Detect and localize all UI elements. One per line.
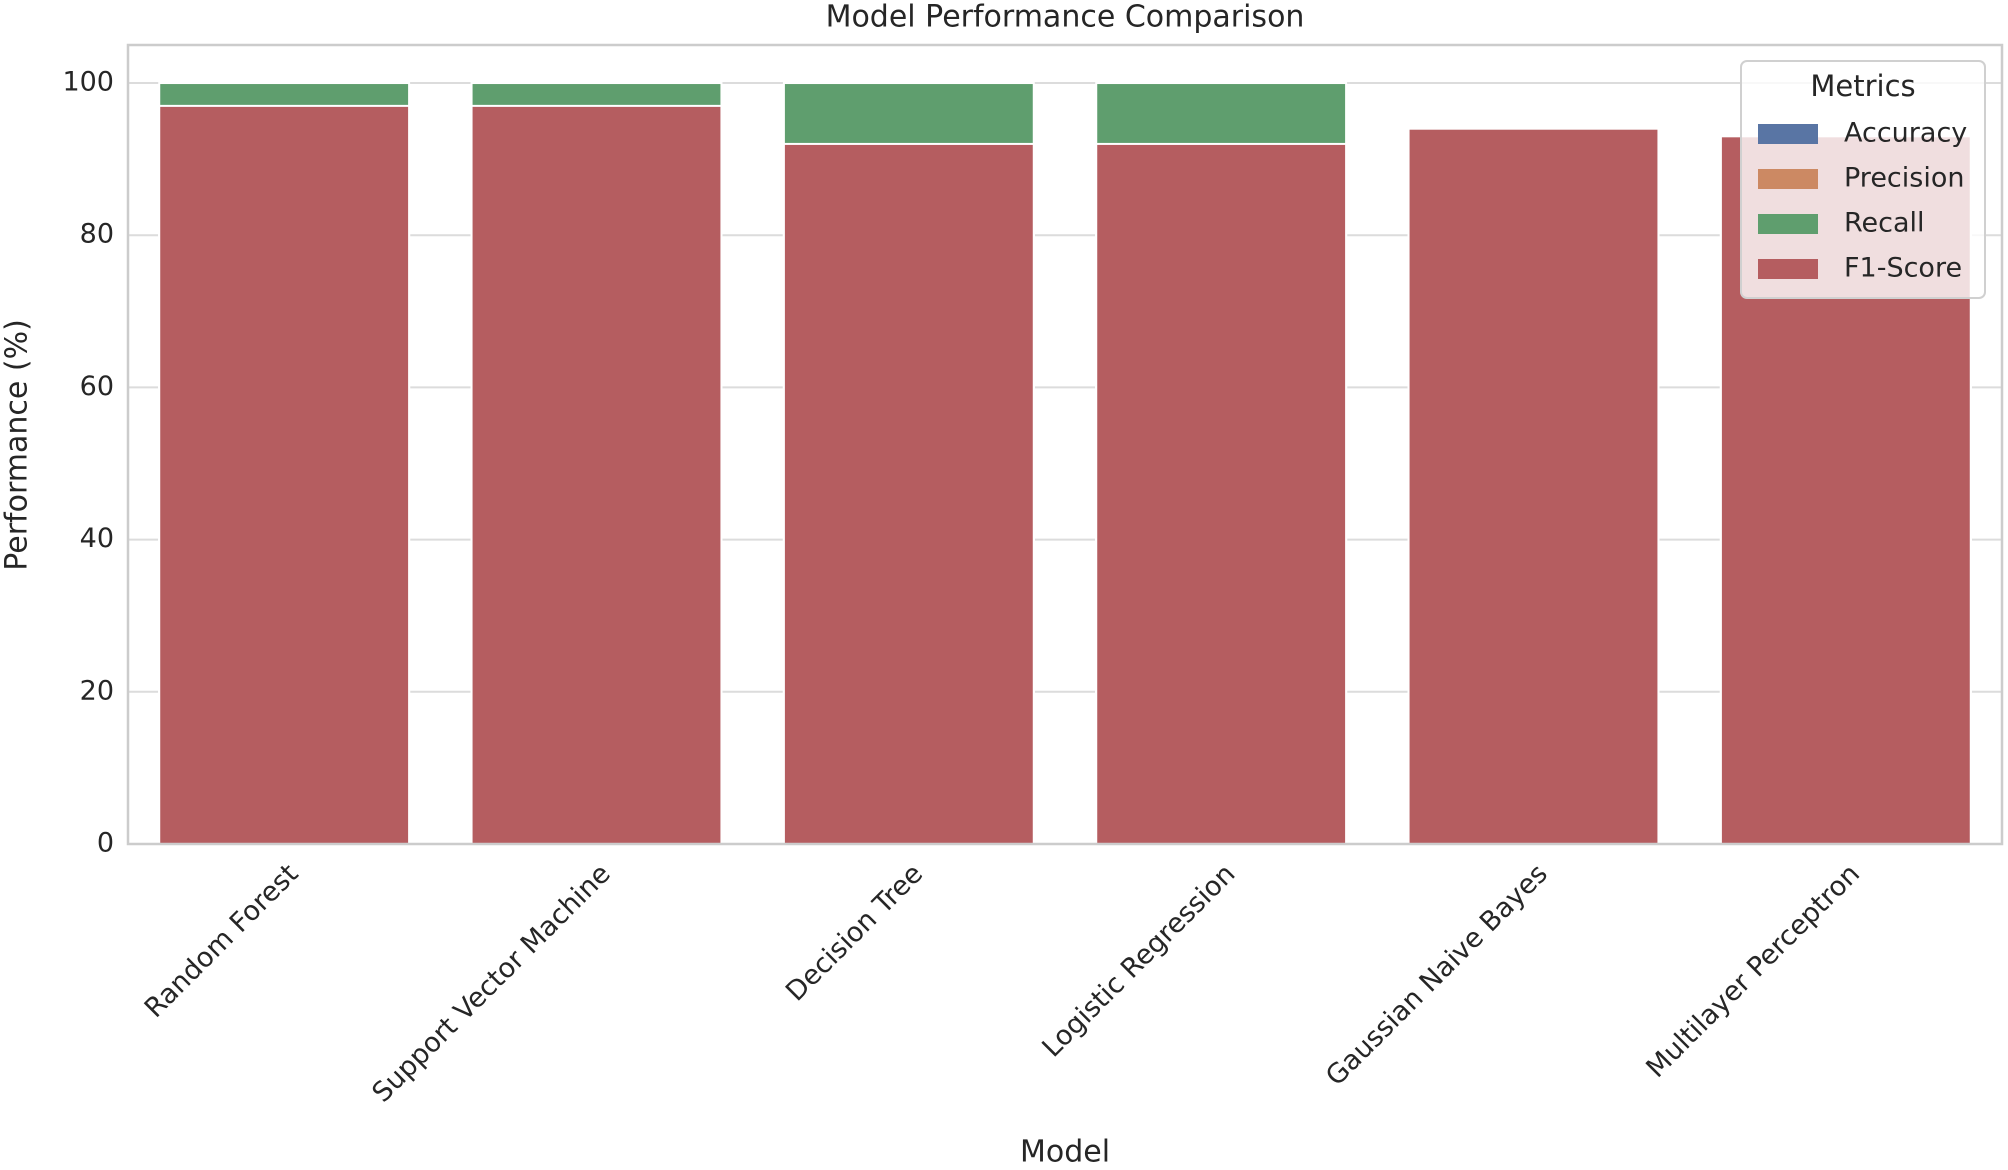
y-tick-label: 100 bbox=[62, 67, 114, 98]
legend-swatch bbox=[1758, 214, 1818, 234]
x-axis-label: Model bbox=[1020, 1135, 1110, 1170]
bar bbox=[782, 142, 1035, 845]
y-tick-label: 20 bbox=[80, 675, 114, 706]
legend-label: Accuracy bbox=[1844, 118, 1967, 149]
bar bbox=[158, 104, 411, 845]
plot-frame bbox=[126, 43, 2004, 846]
bar bbox=[1407, 127, 1660, 845]
x-tick-label: Support Vector Machine bbox=[366, 858, 616, 1108]
y-tick-label: 80 bbox=[80, 219, 114, 250]
x-tick-label: Logistic Regression bbox=[1036, 858, 1241, 1063]
x-tick-label: Decision Tree bbox=[780, 858, 929, 1007]
bar bbox=[1095, 142, 1348, 845]
y-tick-label: 0 bbox=[97, 828, 114, 859]
chart-title: Model Performance Comparison bbox=[826, 0, 1305, 35]
x-tick-label: Multilayer Perceptron bbox=[1640, 858, 1866, 1084]
legend-swatch bbox=[1758, 259, 1818, 279]
x-tick-label: Random Forest bbox=[139, 858, 305, 1024]
legend-box bbox=[1740, 60, 1986, 299]
y-tick-label: 40 bbox=[80, 523, 114, 554]
legend-label: Precision bbox=[1844, 163, 1964, 194]
legend-swatch bbox=[1758, 169, 1818, 189]
legend-label: Recall bbox=[1844, 208, 1925, 239]
y-tick-label: 60 bbox=[80, 371, 114, 402]
legend-label: F1-Score bbox=[1844, 253, 1962, 284]
bar bbox=[470, 104, 723, 845]
legend-swatch bbox=[1758, 124, 1818, 144]
x-tick-label: Gaussian Naive Bayes bbox=[1320, 858, 1554, 1092]
legend-title: Metrics bbox=[1810, 69, 1915, 103]
y-axis-label: Performance (%) bbox=[0, 319, 35, 571]
